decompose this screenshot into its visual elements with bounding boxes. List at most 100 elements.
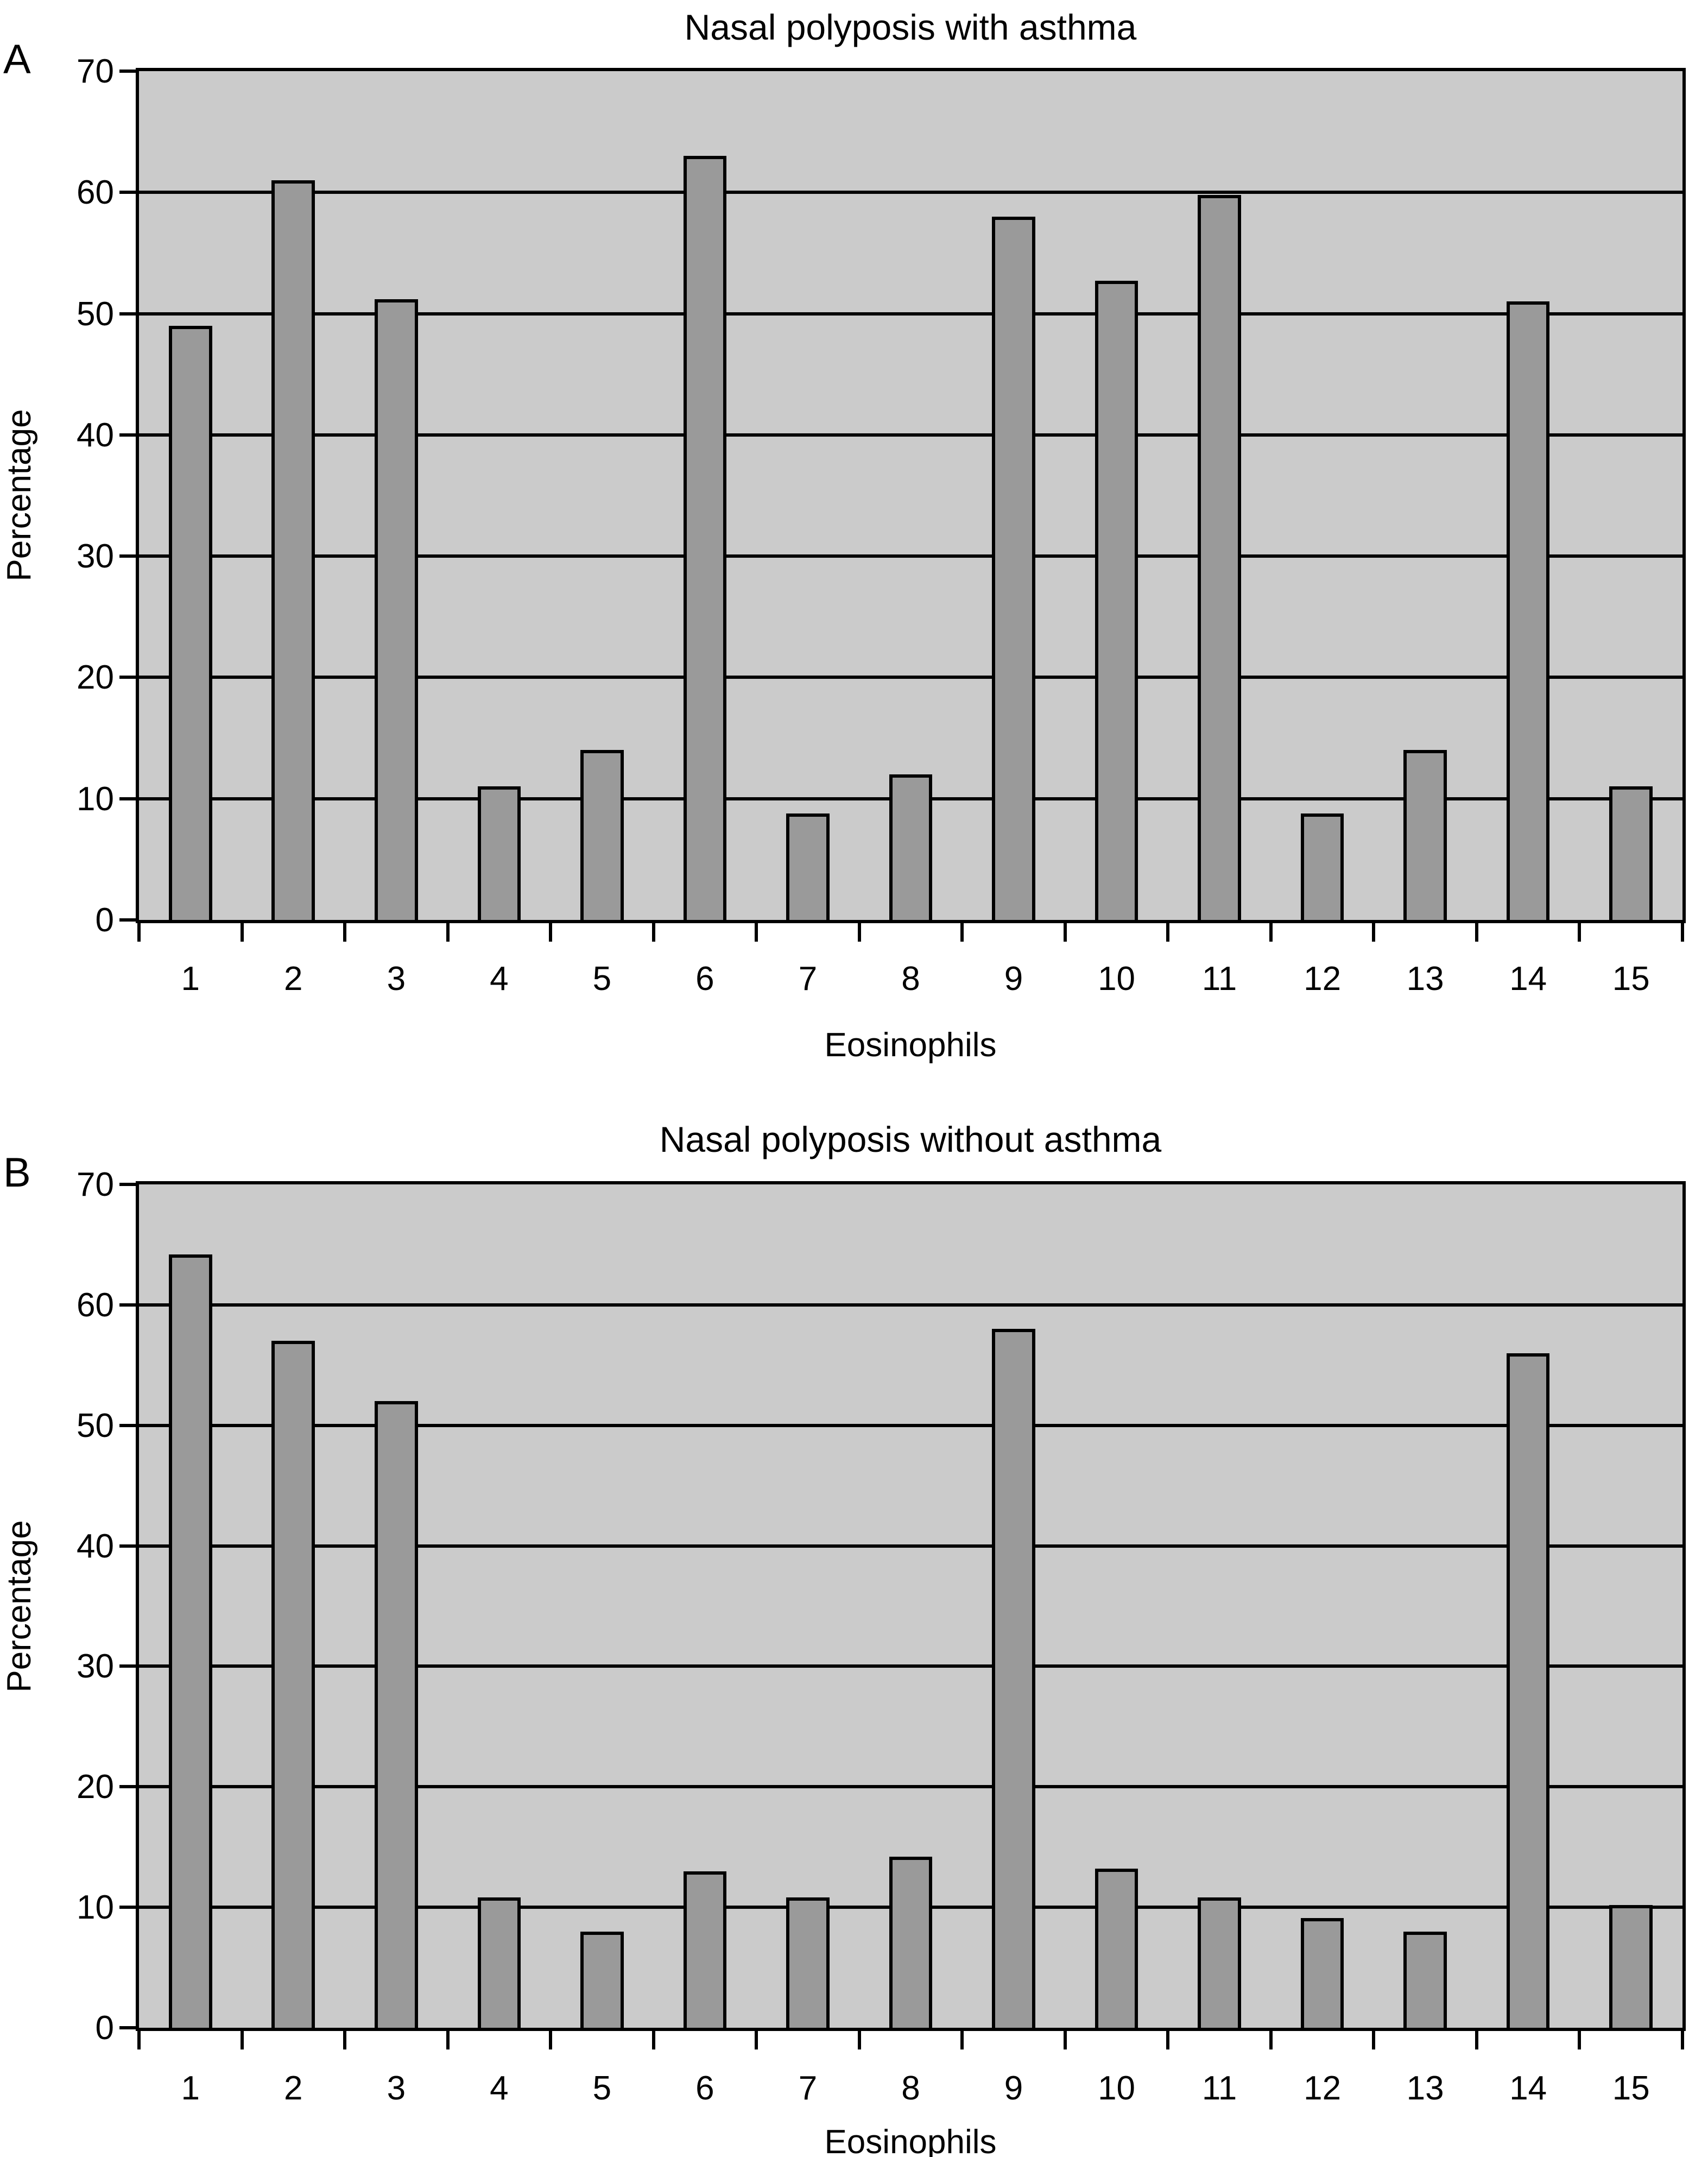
x-tick-mark-5 [651,923,655,942]
y-tick-mark-30 [119,1664,136,1668]
y-tick-label-60: 60 [77,1286,114,1324]
x-tick-label-3: 3 [387,2070,406,2107]
x-tick-mark-9 [1063,2031,1067,2049]
y-tick-label-20: 20 [77,659,114,697]
bar-11 [1198,1897,1241,2028]
bar-10 [1095,1869,1138,2028]
x-tick-label-3: 3 [387,960,406,998]
bar-8 [889,1856,933,2028]
bar-8 [889,774,933,920]
bar-1 [168,1254,212,2028]
x-tick-mark-13 [1475,923,1478,942]
y-tick-mark-70 [119,70,136,73]
y-tick-mark-40 [119,1544,136,1548]
panel-letter-b: B [3,1150,31,1196]
x-tick-mark-10 [1166,923,1170,942]
y-tick-mark-60 [119,191,136,194]
x-tick-label-10: 10 [1098,2070,1136,2107]
x-tick-mark-0 [137,923,141,942]
x-tick-mark-0 [137,2031,141,2049]
x-tick-mark-4 [549,2031,553,2049]
bar-2 [271,1341,315,2028]
y-tick-label-0: 0 [95,901,114,939]
x-tick-label-2: 2 [284,960,303,998]
x-tick-label-1: 1 [181,960,200,998]
bar-15 [1609,1904,1653,2028]
x-tick-mark-10 [1166,2031,1170,2049]
y-tick-mark-20 [119,1785,136,1789]
plot-area-a [136,68,1686,923]
gridline-30 [139,554,1682,558]
bar-9 [992,216,1035,920]
x-tick-label-10: 10 [1098,960,1136,998]
y-tick-label-30: 30 [77,1648,114,1686]
y-tick-label-40: 40 [77,416,114,454]
x-tick-mark-9 [1063,923,1067,942]
gridline-50 [139,1423,1682,1427]
y-tick-label-50: 50 [77,1407,114,1445]
x-tick-label-14: 14 [1509,960,1547,998]
y-tick-mark-40 [119,433,136,437]
y-tick-mark-20 [119,676,136,679]
gridline-20 [139,1785,1682,1789]
y-tick-label-70: 70 [77,53,114,90]
y-tick-mark-60 [119,1303,136,1307]
x-tick-mark-8 [960,923,964,942]
x-axis-title-a: Eosinophils [824,1026,997,1064]
x-tick-label-2: 2 [284,2070,303,2107]
x-tick-mark-8 [960,2031,964,2049]
bar-15 [1609,786,1653,920]
x-tick-mark-13 [1475,2031,1478,2049]
bar-1 [168,325,212,920]
x-tick-label-14: 14 [1509,2070,1547,2107]
gridline-40 [139,433,1682,437]
y-tick-mark-30 [119,554,136,558]
gridline-50 [139,312,1682,316]
x-tick-mark-12 [1372,923,1376,942]
bar-13 [1403,750,1447,920]
bar-4 [477,786,521,920]
gridline-30 [139,1664,1682,1668]
gridline-60 [139,191,1682,194]
x-tick-mark-14 [1578,923,1582,942]
x-tick-mark-3 [446,923,450,942]
x-tick-label-8: 8 [901,2070,920,2107]
x-tick-mark-1 [240,2031,244,2049]
y-tick-mark-10 [119,797,136,800]
x-tick-mark-2 [343,923,347,942]
bar-2 [271,180,315,920]
bar-14 [1506,1353,1550,2028]
x-tick-mark-3 [446,2031,450,2049]
x-tick-mark-4 [549,923,553,942]
x-tick-label-11: 11 [1201,2070,1237,2107]
x-tick-label-15: 15 [1612,960,1650,998]
x-tick-mark-15 [1681,923,1684,942]
y-tick-label-40: 40 [77,1527,114,1565]
x-tick-label-5: 5 [592,960,612,998]
bar-13 [1403,1931,1447,2028]
x-tick-label-9: 9 [1004,2070,1023,2107]
chart-title-a: Nasal polyposis with asthma [684,7,1137,47]
x-tick-mark-5 [651,2031,655,2049]
bar-3 [375,299,418,920]
bar-5 [580,750,624,920]
x-tick-label-7: 7 [798,2070,818,2107]
x-tick-mark-6 [755,923,758,942]
y-tick-mark-10 [119,1906,136,1909]
x-tick-label-13: 13 [1406,2070,1444,2107]
chart-title-b: Nasal polyposis without asthma [659,1119,1162,1159]
x-tick-label-13: 13 [1406,960,1444,998]
x-tick-label-6: 6 [695,960,714,998]
x-tick-mark-15 [1681,2031,1684,2049]
y-tick-label-50: 50 [77,295,114,333]
bar-14 [1506,301,1550,920]
gridline-40 [139,1544,1682,1548]
y-tick-label-70: 70 [77,1166,114,1203]
x-tick-mark-6 [755,2031,758,2049]
y-tick-mark-50 [119,312,136,316]
y-tick-label-10: 10 [77,780,114,818]
y-tick-mark-0 [119,918,136,922]
x-tick-label-12: 12 [1304,2070,1342,2107]
y-tick-mark-50 [119,1423,136,1427]
